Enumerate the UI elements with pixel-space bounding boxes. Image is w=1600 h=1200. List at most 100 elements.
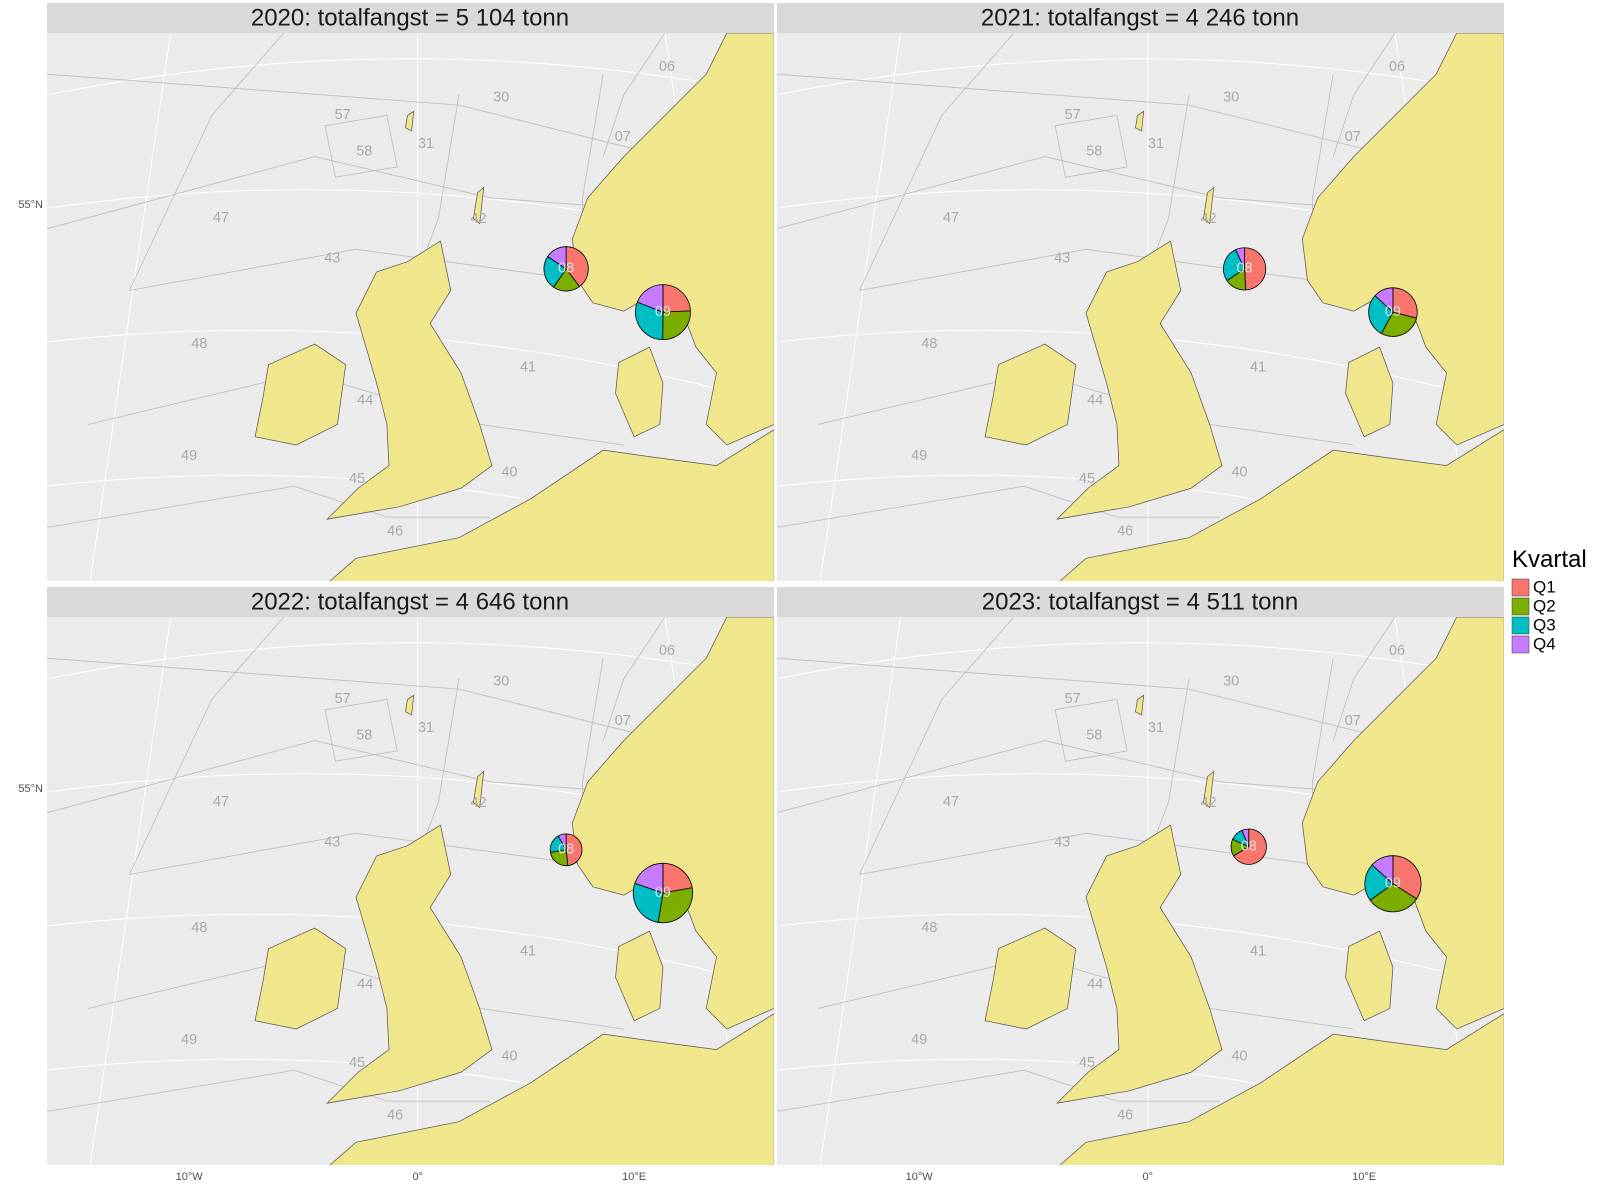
area-label: 06 (659, 643, 675, 659)
area-label: 48 (921, 336, 937, 352)
y-axis-label: 55°N (18, 783, 43, 795)
area-label: 40 (1231, 1049, 1247, 1065)
pie-slice (635, 301, 664, 341)
area-label: 45 (1079, 471, 1095, 487)
map-content: 30 57 58 31 06 07 47 42 43 48 41 44 49 40 45 46 08 09 (47, 33, 774, 581)
pie-slice (636, 284, 664, 313)
pie-slice (557, 833, 567, 852)
area-label: 07 (615, 713, 631, 729)
map: 30 57 58 31 06 07 47 42 43 48 41 44 49 40 45 46 08 09 (777, 33, 1504, 581)
area-label: 46 (1117, 1107, 1133, 1123)
legend-key (1511, 578, 1530, 597)
area-label: 43 (324, 834, 340, 850)
pie-area-label: 08 (1241, 839, 1257, 855)
pie: 08 (549, 833, 583, 867)
pie-area-label: 08 (558, 261, 574, 277)
area-label: 48 (921, 920, 937, 936)
legend-title: Kvartal (1512, 546, 1587, 573)
pie-slice (662, 862, 693, 894)
legend-label: Q4 (1533, 634, 1556, 653)
pie: 08 (543, 246, 589, 292)
area-label: 57 (335, 691, 351, 707)
area-label: 44 (357, 393, 373, 409)
area-label: 06 (1389, 59, 1405, 75)
area-label: 45 (349, 471, 365, 487)
area-label: 45 (349, 1055, 365, 1071)
area-label: 58 (1086, 727, 1102, 743)
area-label: 40 (501, 465, 517, 481)
area-label: 30 (1223, 674, 1239, 690)
area-label: 58 (356, 727, 372, 743)
area-label: 48 (191, 336, 207, 352)
map: 30 57 58 31 06 07 47 42 43 48 41 44 49 40 45 46 08 09 (47, 617, 774, 1165)
pie-slice (634, 862, 664, 894)
area-label: 40 (1231, 465, 1247, 481)
pie-slice (1233, 828, 1267, 865)
area-label: 57 (1065, 107, 1081, 123)
area-label: 30 (493, 90, 509, 106)
area-label: 07 (1345, 129, 1361, 145)
pie-area-label: 09 (655, 885, 671, 901)
area-label: 06 (1389, 643, 1405, 659)
legend-label: Q1 (1533, 577, 1556, 596)
strip (777, 587, 1504, 617)
legend-key (1511, 597, 1530, 616)
x-axis-label: 10°W (176, 1171, 204, 1183)
map: 30 57 58 31 06 07 47 42 43 48 41 44 49 40 45 46 08 09 (777, 617, 1504, 1165)
pie-slice (565, 246, 589, 288)
area-label: 49 (911, 448, 927, 464)
panel-title: 2020: totalfangst = 5 104 tonn (251, 4, 569, 31)
area-label: 31 (418, 720, 434, 736)
x-axis-label: 10°W (906, 1171, 934, 1183)
pie: 08 (1223, 247, 1267, 291)
area-label: 07 (1345, 713, 1361, 729)
area-label: 47 (943, 794, 959, 810)
area-label: 49 (181, 1032, 197, 1048)
facet-panel: 2022: totalfangst = 4 646 tonn 30 57 58 31 06… (18, 587, 774, 1183)
pie: 08 (1230, 828, 1267, 865)
pie: 09 (632, 862, 694, 924)
area-label: 41 (1250, 360, 1266, 376)
area-label: 41 (1250, 944, 1266, 960)
area-label: 44 (357, 977, 373, 993)
pie-slice (565, 833, 583, 867)
panel-title: 2021: totalfangst = 4 246 tonn (981, 4, 1299, 31)
area-label: 44 (1087, 393, 1103, 409)
area-label: 41 (520, 360, 536, 376)
pie: 09 (1364, 855, 1422, 913)
pie-slice (1364, 864, 1394, 901)
map: 30 57 58 31 06 07 47 42 43 48 41 44 49 40 45 46 08 09 (47, 33, 774, 581)
pie-slice (1244, 247, 1267, 291)
area-label: 43 (324, 250, 340, 266)
area-label: 46 (387, 523, 403, 539)
x-axis-label: 10°E (1352, 1171, 1376, 1183)
pie-slice (1368, 295, 1394, 335)
legend-label: Q3 (1533, 615, 1556, 634)
area-label: 46 (387, 1107, 403, 1123)
area-label: 41 (520, 944, 536, 960)
area-label: 49 (911, 1032, 927, 1048)
area-label: 30 (493, 674, 509, 690)
area-label: 40 (501, 1049, 517, 1065)
panel-title: 2022: totalfangst = 4 646 tonn (251, 588, 569, 615)
strip (47, 3, 774, 33)
facet-panel: 2020: totalfangst = 5 104 tonn 30 57 58 31 06… (18, 3, 774, 581)
pie-slice (1392, 287, 1418, 319)
area-label: 42 (1201, 795, 1217, 811)
area-label: 45 (1079, 1055, 1095, 1071)
area-label: 44 (1087, 977, 1103, 993)
x-axis-label: 10°E (622, 1171, 646, 1183)
area-label: 46 (1117, 523, 1133, 539)
area-label: 31 (1148, 720, 1164, 736)
pie-slice (1374, 287, 1394, 314)
area-label: 58 (1086, 143, 1102, 159)
pie: 09 (1368, 287, 1418, 337)
area-label: 43 (1054, 834, 1070, 850)
area-label: 31 (1148, 136, 1164, 152)
area-label: 47 (213, 210, 229, 226)
pie-area-label: 08 (1237, 261, 1253, 277)
pie-slice (632, 882, 664, 923)
area-label: 57 (335, 107, 351, 123)
